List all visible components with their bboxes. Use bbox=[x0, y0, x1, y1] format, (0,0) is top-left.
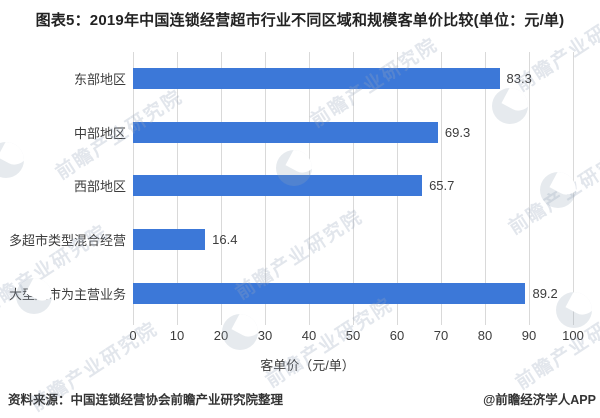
gridline bbox=[573, 52, 574, 325]
x-tick-label: 10 bbox=[169, 328, 185, 343]
legend-label: 客单价（元/单） bbox=[260, 358, 355, 373]
x-tick-label: 60 bbox=[389, 328, 405, 343]
source-text: 资料来源：中国连锁经营协会前瞻产业研究院整理 bbox=[8, 393, 284, 407]
bar-row: 89.2 bbox=[133, 266, 593, 320]
gridline bbox=[441, 52, 442, 325]
credit-text: @前瞻经济学人APP bbox=[483, 393, 596, 407]
bar-value-label: 65.7 bbox=[429, 178, 455, 194]
bar bbox=[133, 68, 500, 90]
x-tick-label: 90 bbox=[521, 328, 537, 343]
x-tick-label: 100 bbox=[562, 328, 584, 343]
category-label: 中部地区 bbox=[73, 125, 126, 141]
category-label: 西部地区 bbox=[73, 179, 126, 195]
legend-swatch-icon bbox=[245, 359, 256, 370]
x-tick-label: 50 bbox=[345, 328, 361, 343]
x-tick-label: 80 bbox=[477, 328, 493, 343]
bar-value-label: 16.4 bbox=[212, 232, 238, 248]
bar bbox=[133, 121, 438, 143]
x-tick-label: 20 bbox=[213, 328, 229, 343]
bar-row: 65.7 bbox=[133, 159, 593, 213]
category-label: 多超市类型混合经营 bbox=[8, 233, 126, 249]
x-axis-ticks: 0 10 20 30 40 50 60 70 80 90 100 bbox=[129, 328, 583, 344]
category-labels: 东部地区中部地区西部地区多超市类型混合经营 大型超市为主营业务 bbox=[0, 52, 126, 320]
x-tick-label: 40 bbox=[301, 328, 317, 343]
x-tick-label: 0 bbox=[129, 328, 137, 343]
bar bbox=[133, 229, 206, 251]
chart-title: 图表5：2019年中国连锁经营超市行业不同区域和规模客单价比较(单位：元/单) bbox=[35, 12, 565, 29]
category-label: 大型超市为主营业务 bbox=[8, 286, 126, 302]
bar-value-label: 83.3 bbox=[506, 71, 532, 87]
bar-row: 69.3 bbox=[133, 106, 593, 160]
bar bbox=[133, 175, 423, 197]
bars: 83.3 69.3 65.7 16.4 89.2 bbox=[133, 52, 593, 320]
gridline bbox=[529, 52, 530, 325]
legend: 客单价（元/单） bbox=[0, 355, 600, 374]
x-tick-label: 30 bbox=[257, 328, 273, 343]
bar-value-label: 89.2 bbox=[532, 285, 558, 301]
plot-area: 83.3 69.3 65.7 16.4 89.2 bbox=[133, 52, 574, 325]
bar-value-label: 69.3 bbox=[444, 124, 471, 140]
bar-row: 16.4 bbox=[133, 213, 593, 267]
category-label: 东部地区 bbox=[73, 72, 126, 88]
bar bbox=[133, 282, 526, 304]
gridline bbox=[485, 52, 486, 325]
x-tick-label: 70 bbox=[433, 328, 449, 343]
bar-row: 83.3 bbox=[133, 52, 593, 106]
